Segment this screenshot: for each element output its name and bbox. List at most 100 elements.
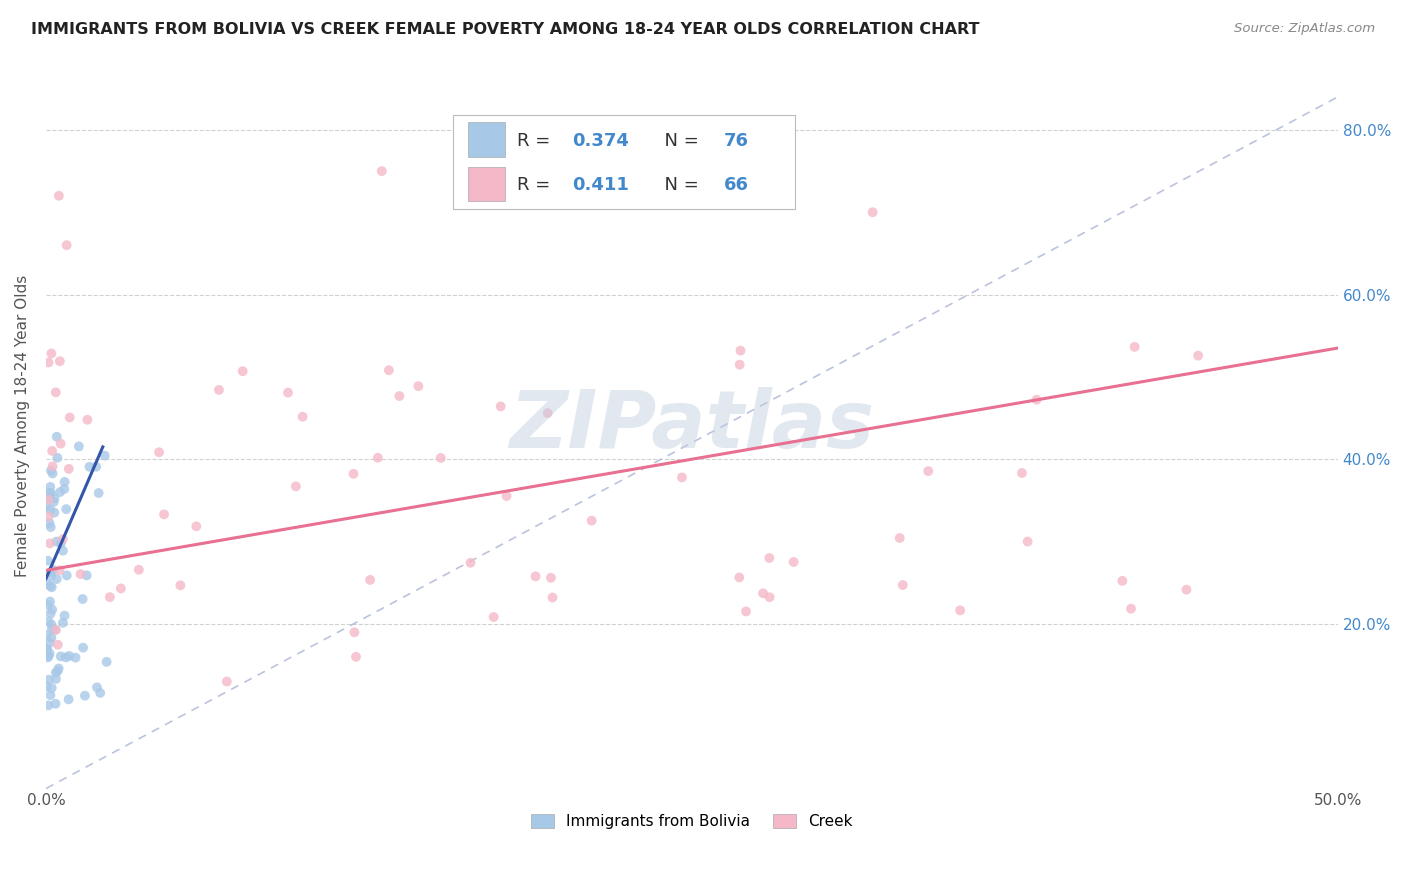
Point — [87, 486, 110, 500]
Point — [55, 238, 77, 252]
Point — [39, 536, 62, 550]
Point — [728, 570, 751, 584]
Text: ZIPatlas: ZIPatlas — [509, 387, 875, 466]
Point — [89, 686, 111, 700]
Point — [41, 631, 63, 645]
Point — [48, 188, 70, 202]
Point — [489, 400, 512, 414]
Point — [41, 617, 63, 632]
Point — [48, 563, 70, 577]
Point — [186, 519, 208, 533]
Point — [52, 543, 75, 558]
Point — [49, 536, 72, 550]
Point — [39, 520, 62, 534]
Point — [38, 636, 60, 650]
Point — [45, 697, 67, 711]
Point — [39, 486, 62, 500]
Point — [79, 459, 101, 474]
Legend: Immigrants from Bolivia, Creek: Immigrants from Bolivia, Creek — [524, 807, 859, 835]
Point — [367, 450, 389, 465]
Point — [53, 475, 76, 489]
Point — [38, 509, 60, 524]
Point — [728, 358, 751, 372]
Point — [41, 346, 63, 360]
Point — [1175, 582, 1198, 597]
Point — [581, 514, 603, 528]
Text: 0.374: 0.374 — [572, 132, 628, 150]
Point — [37, 698, 59, 713]
Point — [37, 598, 59, 612]
Point — [371, 164, 394, 178]
FancyBboxPatch shape — [468, 167, 505, 202]
Point — [277, 385, 299, 400]
Point — [67, 439, 90, 453]
Point — [41, 467, 63, 481]
Point — [1111, 574, 1133, 588]
Point — [735, 604, 758, 618]
Point — [1187, 349, 1209, 363]
Point — [35, 500, 58, 514]
Point — [45, 385, 67, 400]
Point — [72, 640, 94, 655]
Point — [44, 623, 66, 637]
Text: N =: N = — [652, 132, 704, 150]
Point — [891, 578, 914, 592]
Point — [39, 503, 62, 517]
Point — [48, 661, 70, 675]
Point — [39, 594, 62, 608]
Point — [41, 622, 63, 636]
Point — [39, 464, 62, 478]
Point — [58, 648, 80, 663]
Point — [55, 568, 77, 582]
Point — [59, 410, 82, 425]
Point — [37, 554, 59, 568]
Point — [35, 641, 58, 656]
Text: 0.411: 0.411 — [572, 177, 628, 194]
Point — [94, 449, 117, 463]
Point — [128, 563, 150, 577]
Point — [52, 615, 75, 630]
Point — [540, 571, 562, 585]
Point — [949, 603, 972, 617]
Text: 76: 76 — [724, 132, 749, 150]
Text: 66: 66 — [724, 177, 749, 194]
Point — [76, 568, 98, 582]
Point — [46, 450, 69, 465]
Point — [730, 343, 752, 358]
Point — [429, 450, 451, 465]
Point — [58, 692, 80, 706]
Point — [1123, 340, 1146, 354]
Point — [758, 551, 780, 566]
Point — [38, 491, 60, 505]
Point — [98, 590, 121, 604]
Point — [65, 650, 87, 665]
Point — [153, 508, 176, 522]
Point — [37, 650, 59, 665]
Point — [39, 569, 62, 583]
Text: Source: ZipAtlas.com: Source: ZipAtlas.com — [1234, 22, 1375, 36]
Point — [35, 641, 58, 656]
Point — [41, 602, 63, 616]
Point — [169, 578, 191, 592]
Point — [44, 491, 66, 506]
Point — [495, 489, 517, 503]
Point — [76, 413, 98, 427]
Point — [110, 582, 132, 596]
Point — [46, 664, 69, 678]
Point — [671, 470, 693, 484]
Point — [232, 364, 254, 378]
Point — [44, 506, 66, 520]
Point — [38, 486, 60, 500]
Point — [1017, 534, 1039, 549]
Point — [342, 467, 364, 481]
Point — [39, 579, 62, 593]
Point — [45, 623, 67, 637]
FancyBboxPatch shape — [453, 115, 796, 209]
Point — [45, 672, 67, 686]
Point — [344, 649, 367, 664]
Point — [541, 591, 564, 605]
Y-axis label: Female Poverty Among 18-24 Year Olds: Female Poverty Among 18-24 Year Olds — [15, 275, 30, 577]
Point — [41, 580, 63, 594]
Point — [889, 531, 911, 545]
Point — [52, 532, 75, 546]
